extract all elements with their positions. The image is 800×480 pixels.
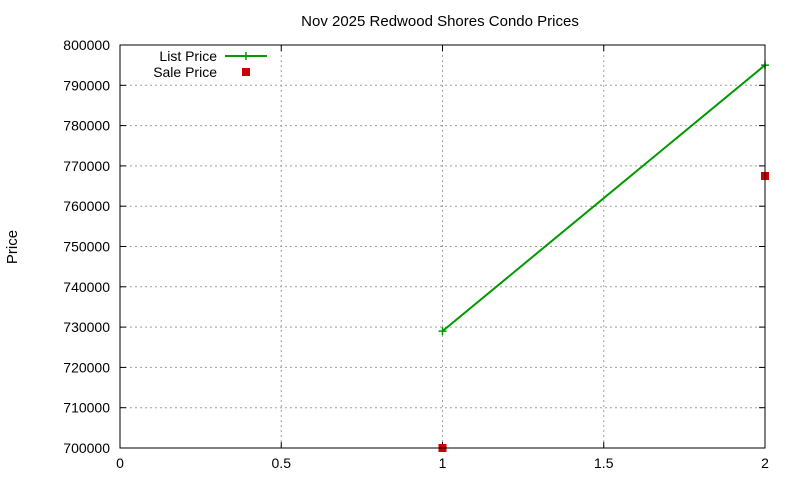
data-point [438, 327, 447, 336]
x-tick-label: 1 [439, 455, 447, 471]
y-tick-label: 700000 [63, 440, 110, 456]
y-tick-label: 780000 [63, 118, 110, 134]
y-tick-label: 790000 [63, 77, 110, 93]
plot-frame [119, 44, 766, 449]
y-tick-label: 750000 [63, 239, 110, 255]
x-tick-label: 1.5 [594, 455, 614, 471]
series-line [441, 64, 766, 332]
axis-ticks: 0 0.5 1 1.5 2 700000 710000 720000 730000 740000 7… [63, 37, 769, 471]
y-tick-label: 720000 [63, 359, 110, 375]
y-tick-label: 710000 [63, 400, 110, 416]
grid-lines [120, 45, 765, 448]
y-tick-label: 770000 [63, 158, 110, 174]
legend-marker [242, 52, 250, 60]
x-tick-label: 0.5 [272, 455, 292, 471]
x-tick-label: 2 [761, 455, 769, 471]
y-tick-label: 800000 [63, 37, 110, 53]
legend-label: List Price [159, 48, 217, 64]
y-tick-label: 760000 [63, 198, 110, 214]
chart-title: Nov 2025 Redwood Shores Condo Prices [301, 13, 579, 30]
legend-marker [242, 68, 250, 76]
y-axis-label: Price [4, 230, 21, 264]
legend-label: Sale Price [153, 64, 217, 80]
y-tick-label: 730000 [63, 319, 110, 335]
series-list-price [438, 61, 769, 336]
x-tick-label: 0 [116, 455, 124, 471]
y-tick-label: 740000 [63, 279, 110, 295]
